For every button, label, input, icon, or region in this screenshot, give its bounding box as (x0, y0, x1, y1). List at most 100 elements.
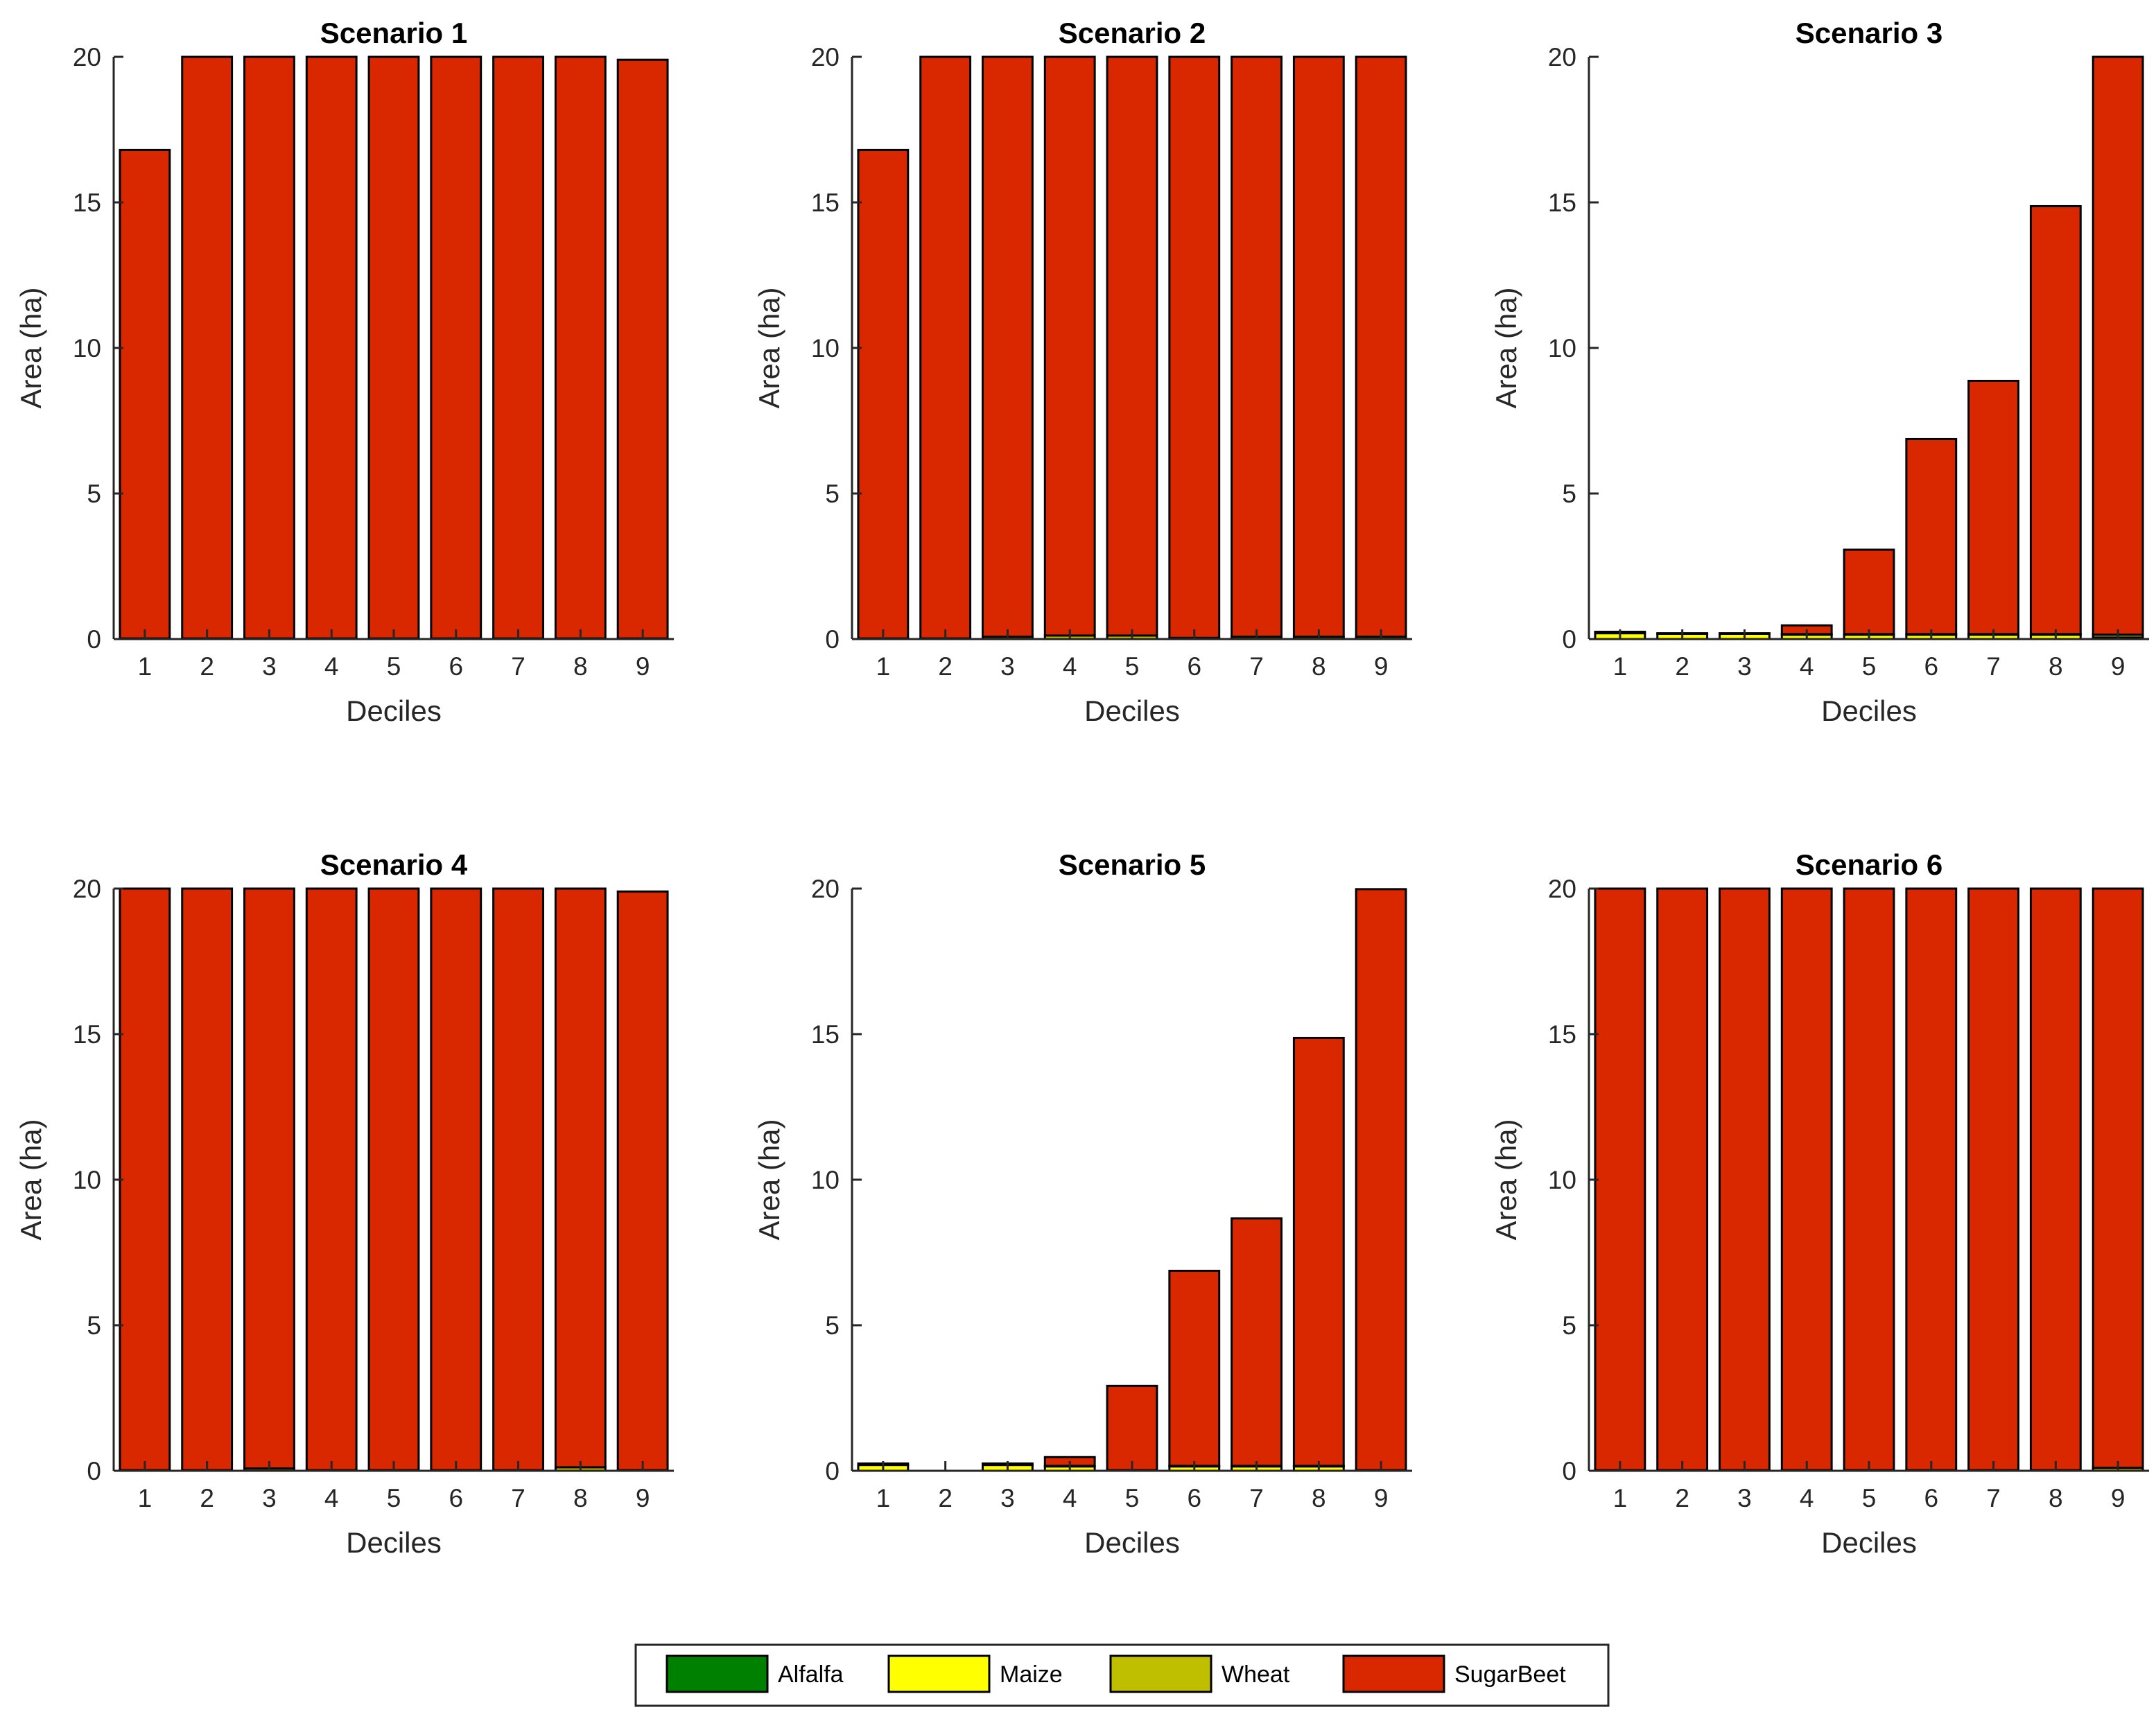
x-tick-label: 7 (1249, 652, 1264, 681)
x-tick-label: 9 (636, 1484, 650, 1512)
legend-label: Maize (1000, 1661, 1063, 1688)
x-tick-label: 1 (138, 1484, 153, 1512)
bar-sugarbeet-4 (305, 55, 358, 640)
x-tick-label: 4 (1800, 1484, 1814, 1512)
x-tick-label: 4 (324, 1484, 339, 1512)
y-tick-label: 0 (825, 625, 840, 654)
y-axis-label: Area (ha) (753, 1119, 785, 1240)
bar-sugarbeet-2 (1656, 887, 1709, 1471)
x-tick-label: 2 (938, 1484, 953, 1512)
legend-label: Wheat (1222, 1661, 1290, 1688)
y-tick-label: 10 (1548, 1166, 1576, 1194)
x-tick-label: 1 (1613, 652, 1628, 681)
x-axis-label: Deciles (1084, 695, 1180, 727)
bar-sugarbeet-5 (1843, 548, 1895, 636)
x-tick-label: 1 (876, 1484, 891, 1512)
y-axis-label: Area (ha) (753, 287, 785, 408)
bar-sugarbeet-7 (492, 55, 544, 640)
legend-label: SugarBeet (1454, 1661, 1566, 1688)
x-tick-label: 4 (1063, 1484, 1077, 1512)
bar-sugarbeet-5 (1106, 1384, 1158, 1471)
bar-sugarbeet-4 (1043, 55, 1096, 637)
x-tick-label: 3 (1000, 1484, 1015, 1512)
bar-sugarbeet-5 (367, 887, 420, 1471)
x-tick-label: 7 (511, 652, 525, 681)
x-tick-label: 3 (1737, 1484, 1752, 1512)
y-axis-label: Area (ha) (15, 287, 47, 408)
y-tick-label: 5 (87, 480, 101, 508)
subplot-1: Scenario 1 0 5 10 15 20 1 2 3 4 5 6 7 8 9 Deciles Area (… (15, 17, 674, 727)
y-axis-label: Area (ha) (1490, 1119, 1522, 1240)
bar-sugarbeet-4 (1780, 887, 1833, 1471)
bar-sugarbeet-7 (1231, 55, 1283, 638)
x-axis-label: Deciles (346, 695, 442, 727)
x-tick-label: 3 (262, 652, 277, 681)
x-tick-label: 2 (1675, 1484, 1689, 1512)
subplot-2: Scenario 2 0 5 10 15 20 1 2 3 4 5 6 7 8 9 Deciles Area (… (753, 17, 1412, 727)
subplot-title: Scenario 6 (1796, 848, 1942, 881)
bar-sugarbeet-6 (430, 887, 483, 1471)
x-tick-label: 8 (1312, 1484, 1326, 1512)
y-tick-label: 0 (87, 1457, 101, 1485)
x-tick-label: 7 (511, 1484, 525, 1512)
x-tick-label: 4 (1063, 652, 1077, 681)
bar-sugarbeet-6 (1905, 437, 1958, 636)
subplot-title: Scenario 4 (320, 848, 468, 881)
bar-sugarbeet-3 (243, 887, 295, 1470)
bar-sugarbeet-6 (1905, 887, 1958, 1471)
x-tick-label: 5 (1125, 1484, 1140, 1512)
x-tick-label: 1 (876, 652, 891, 681)
legend-label: Alfalfa (778, 1661, 844, 1688)
bar-sugarbeet-4 (305, 887, 358, 1471)
bar-sugarbeet-8 (1292, 55, 1345, 638)
bar-sugarbeet-9 (1355, 55, 1407, 638)
bar-sugarbeet-7 (1967, 379, 2019, 636)
x-tick-label: 8 (1312, 652, 1326, 681)
y-tick-label: 20 (811, 43, 840, 71)
x-tick-label: 8 (573, 652, 588, 681)
legend-item-maize: Maize (887, 1654, 1063, 1693)
bar-sugarbeet-7 (1967, 887, 2019, 1471)
y-tick-label: 5 (1562, 1311, 1576, 1340)
bar-sugarbeet-7 (1231, 1217, 1283, 1467)
x-axis-label: Deciles (346, 1526, 442, 1559)
bar-sugarbeet-6 (1168, 55, 1221, 639)
x-tick-label: 8 (2049, 652, 2063, 681)
x-tick-label: 9 (2111, 1484, 2125, 1512)
bar-sugarbeet-8 (2029, 204, 2082, 636)
x-tick-label: 9 (1374, 1484, 1389, 1512)
legend: Alfalfa Maize Wheat SugarBeet (634, 1643, 1610, 1707)
bar-sugarbeet-2 (181, 887, 234, 1471)
x-axis-label: Deciles (1821, 695, 1917, 727)
y-tick-label: 20 (1548, 875, 1576, 903)
subplot-5: Scenario 5 0 5 10 15 20 1 2 3 4 5 6 7 8 9 Deciles Area (… (753, 848, 1412, 1559)
x-tick-label: 3 (1000, 652, 1015, 681)
bar-sugarbeet-9 (616, 58, 669, 640)
x-tick-label: 5 (1125, 652, 1140, 681)
y-tick-label: 15 (811, 1020, 840, 1049)
y-tick-label: 10 (811, 334, 840, 363)
bar-sugarbeet-3 (243, 55, 295, 640)
x-tick-label: 3 (1737, 652, 1752, 681)
x-tick-label: 6 (449, 1484, 463, 1512)
bar-sugarbeet-8 (554, 887, 607, 1469)
subplot-4: Scenario 4 0 5 10 15 20 1 2 3 4 5 6 7 8 9 Deciles Area (… (15, 848, 674, 1559)
x-tick-label: 4 (1800, 652, 1814, 681)
y-tick-label: 10 (811, 1166, 840, 1194)
x-tick-label: 6 (1924, 1484, 1938, 1512)
x-tick-label: 5 (387, 652, 401, 681)
x-tick-label: 7 (1249, 1484, 1264, 1512)
x-tick-label: 2 (1675, 652, 1689, 681)
bar-sugarbeet-1 (1594, 887, 1646, 1471)
y-tick-label: 0 (87, 625, 101, 654)
legend-item-sugarbeet: SugarBeet (1342, 1654, 1566, 1693)
y-tick-label: 20 (1548, 43, 1576, 71)
x-tick-label: 2 (938, 652, 953, 681)
bar-sugarbeet-9 (1355, 888, 1407, 1471)
x-tick-label: 5 (1862, 1484, 1877, 1512)
y-tick-label: 5 (1562, 480, 1576, 508)
bar-sugarbeet-6 (430, 55, 483, 640)
bar-sugarbeet-8 (2029, 887, 2082, 1471)
x-tick-label: 4 (324, 652, 339, 681)
